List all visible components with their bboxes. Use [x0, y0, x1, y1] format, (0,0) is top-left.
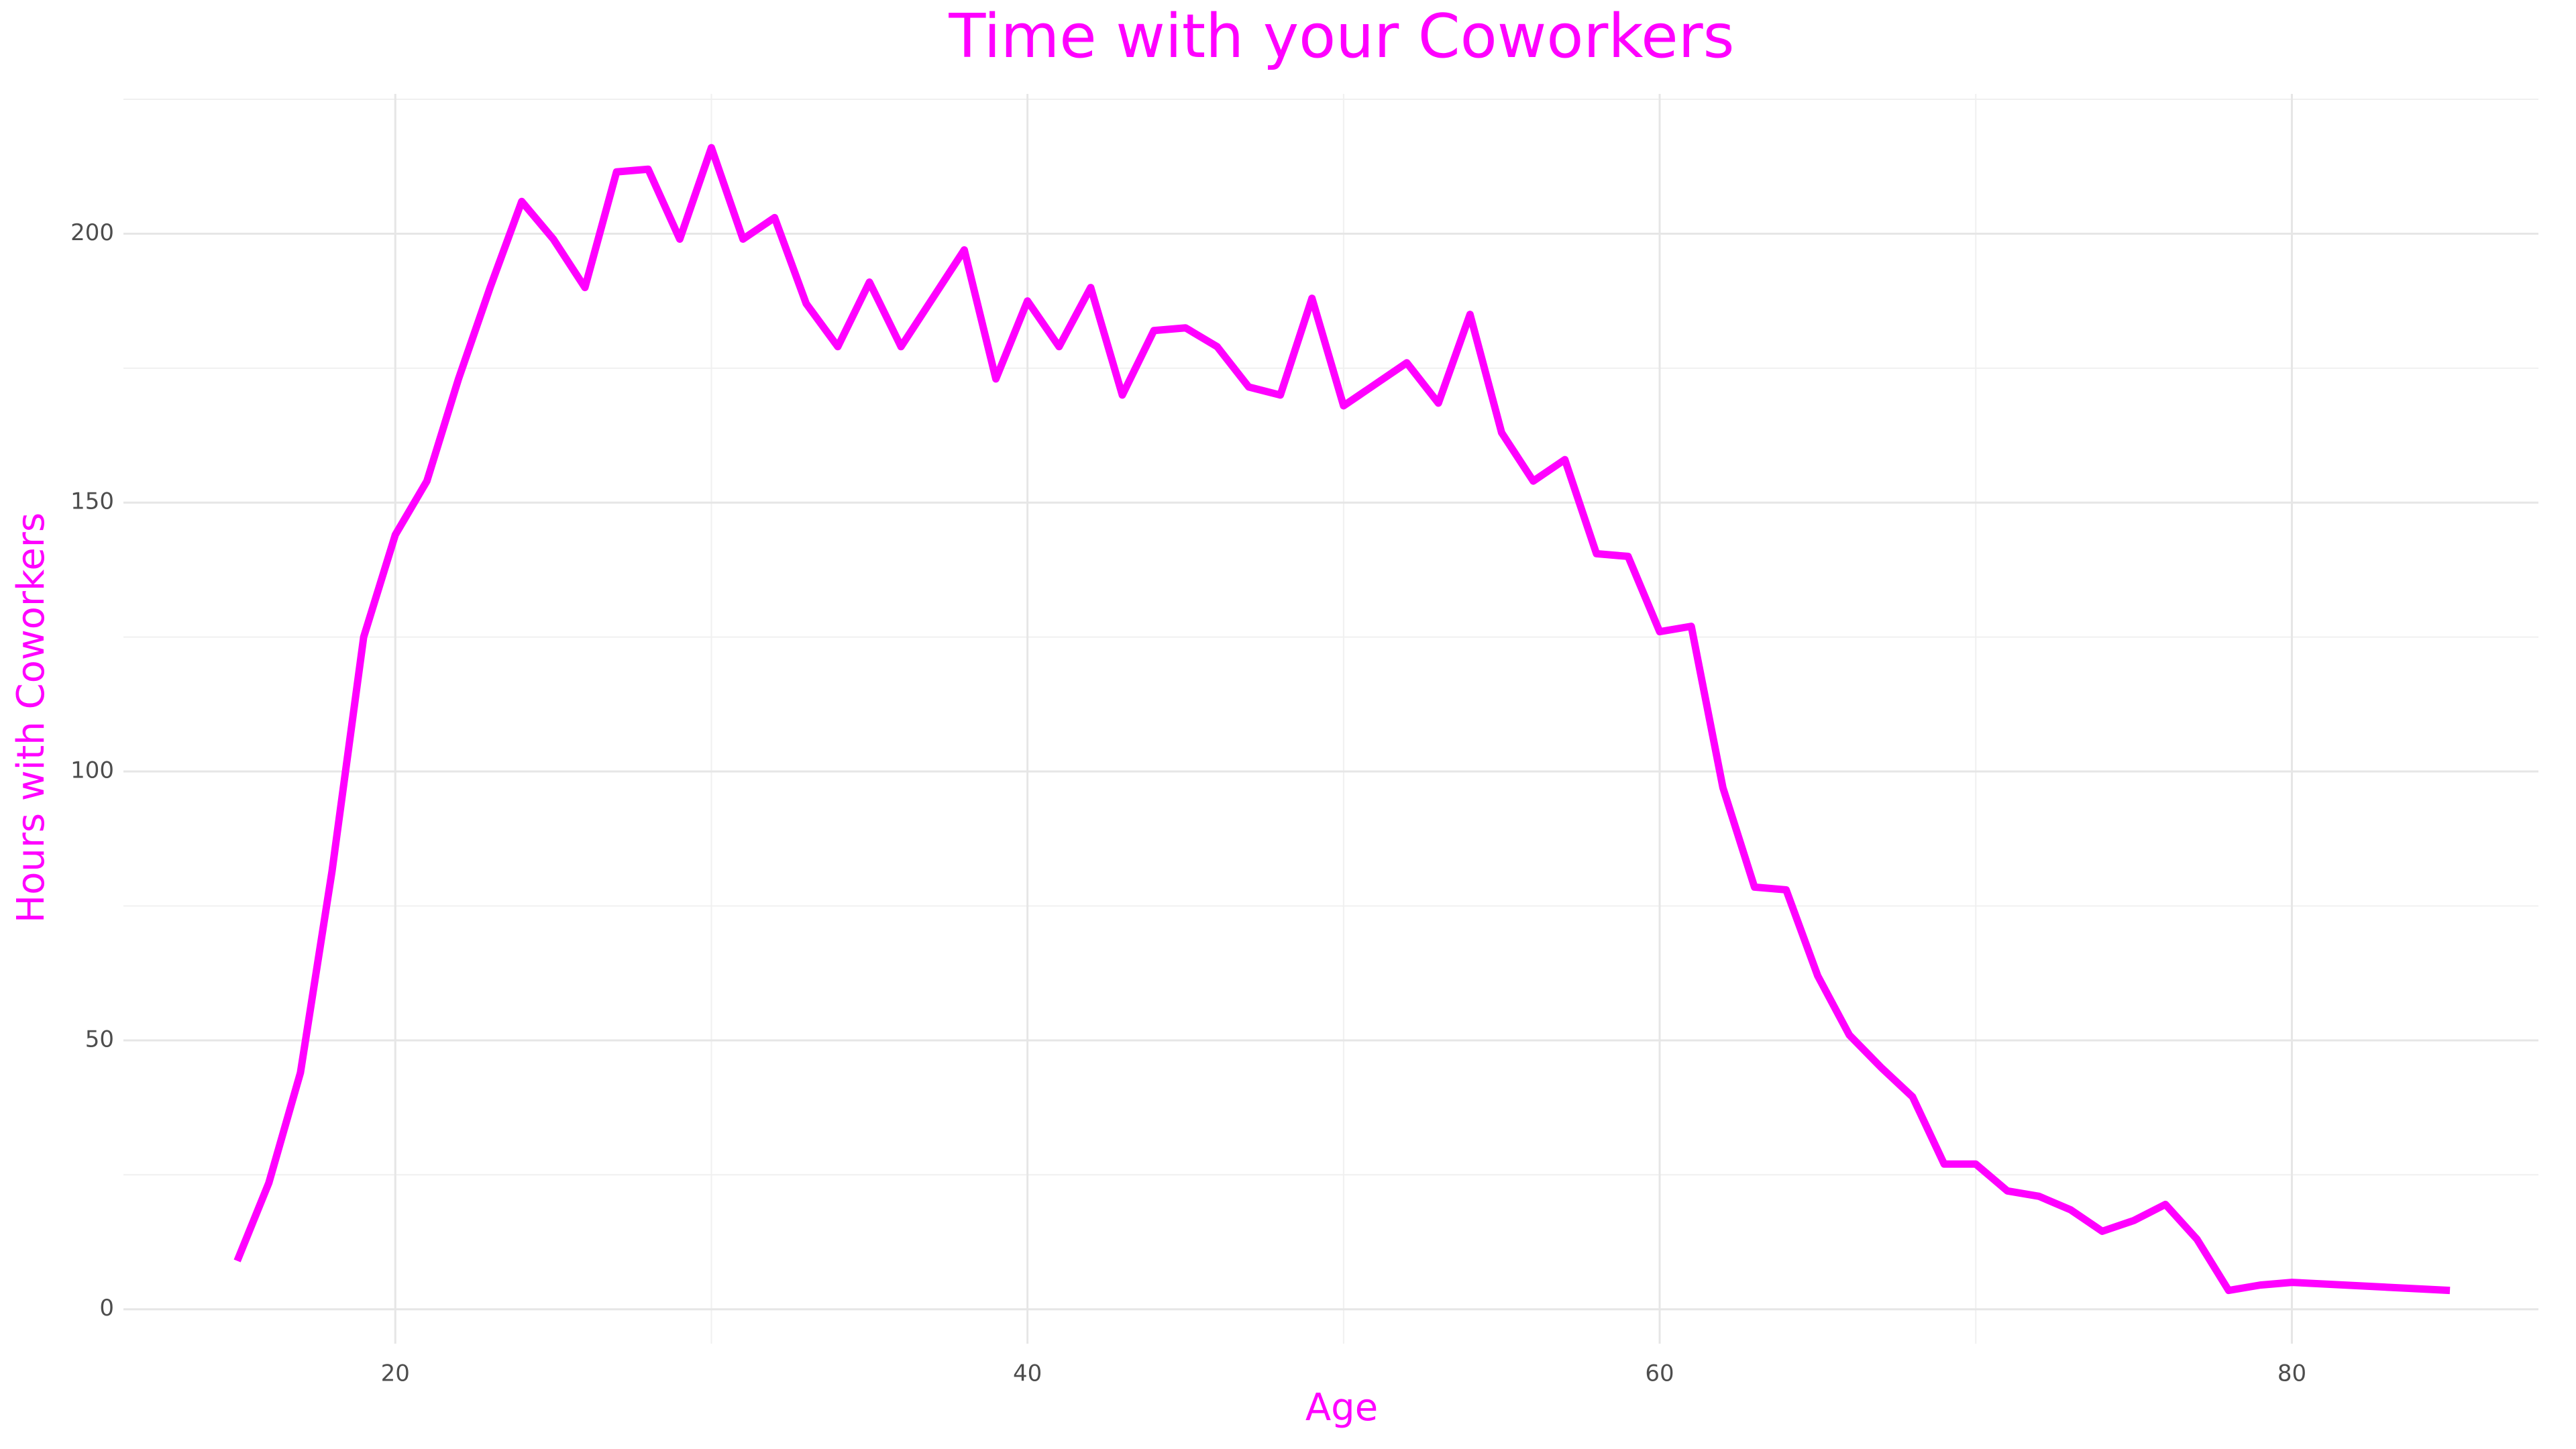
y-tick-label: 150: [70, 488, 114, 515]
x-tick-label: 20: [381, 1360, 410, 1387]
y-tick-label: 200: [70, 219, 114, 246]
y-tick-label: 100: [70, 757, 114, 784]
x-tick-label: 60: [1645, 1360, 1674, 1387]
chart-title: Time with your Coworkers: [948, 1, 1734, 72]
y-tick-label: 50: [85, 1026, 114, 1053]
y-axis-label: Hours with Coworkers: [9, 513, 53, 923]
line: [233, 144, 2451, 1295]
x-tick-label: 40: [1013, 1360, 1042, 1387]
y-tick-label: 0: [99, 1295, 114, 1322]
x-tick-label: 80: [2277, 1360, 2306, 1387]
x-axis-label: Age: [1305, 1386, 1378, 1430]
